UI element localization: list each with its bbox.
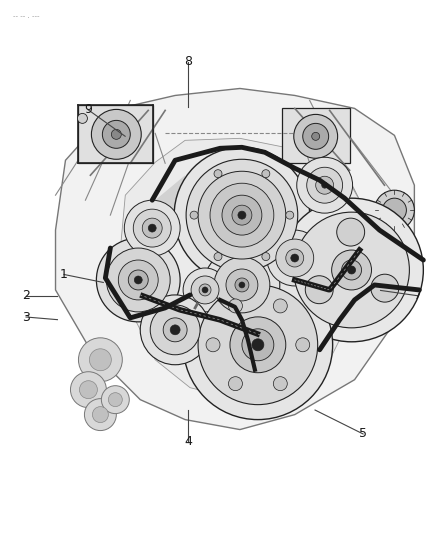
Circle shape [204,247,280,323]
Circle shape [183,270,332,419]
Circle shape [214,169,222,177]
Circle shape [229,377,242,391]
Circle shape [96,238,180,322]
Polygon shape [155,175,185,218]
Circle shape [273,299,287,313]
Circle shape [102,120,130,148]
Circle shape [294,212,410,328]
Circle shape [174,147,310,283]
Circle shape [303,123,328,149]
Circle shape [190,211,198,219]
Circle shape [332,250,371,290]
Circle shape [128,270,148,290]
Circle shape [242,329,274,361]
Circle shape [210,183,274,247]
Circle shape [342,260,361,280]
Text: 4: 4 [184,435,192,448]
Circle shape [230,317,286,373]
Circle shape [186,159,298,271]
Circle shape [79,381,97,399]
Circle shape [202,287,208,293]
Circle shape [163,318,187,342]
Circle shape [238,211,246,219]
Circle shape [316,176,334,194]
Circle shape [89,349,111,371]
Circle shape [296,338,310,352]
Circle shape [337,218,365,246]
Circle shape [232,205,252,225]
Circle shape [239,282,245,288]
Text: 8: 8 [184,55,192,68]
Circle shape [148,224,156,232]
Text: 9: 9 [84,103,92,116]
Circle shape [294,115,338,158]
Circle shape [78,114,88,123]
Circle shape [101,386,129,414]
Polygon shape [300,178,345,225]
Circle shape [305,276,333,304]
Text: 2: 2 [22,289,30,302]
Circle shape [262,253,270,261]
Circle shape [229,299,242,313]
Circle shape [252,339,264,351]
Circle shape [92,407,108,423]
Circle shape [124,200,180,256]
Circle shape [198,171,286,259]
FancyBboxPatch shape [282,108,350,163]
Circle shape [133,209,171,247]
Circle shape [142,218,162,238]
Polygon shape [120,139,370,400]
Circle shape [111,130,121,139]
FancyBboxPatch shape [78,106,153,163]
Circle shape [280,198,424,342]
Circle shape [170,325,180,335]
Circle shape [134,276,142,284]
Circle shape [199,284,211,296]
Circle shape [222,195,262,235]
Circle shape [214,257,270,313]
Circle shape [382,198,406,222]
Circle shape [198,285,318,405]
Circle shape [150,305,200,355]
Text: 3: 3 [22,311,30,324]
Circle shape [321,182,328,188]
Circle shape [307,167,343,203]
Circle shape [262,169,270,177]
Circle shape [267,230,323,286]
Circle shape [276,239,314,277]
Text: 5: 5 [359,427,367,440]
Circle shape [374,190,414,230]
Circle shape [226,269,258,301]
Text: 1: 1 [60,268,68,281]
Circle shape [348,266,356,274]
Circle shape [140,295,210,365]
Circle shape [273,377,287,391]
Circle shape [85,399,117,431]
Circle shape [78,338,122,382]
Circle shape [118,260,158,300]
Circle shape [291,254,299,262]
Circle shape [191,276,219,304]
Circle shape [108,393,122,407]
Text: -- -- . ---: -- -- . --- [13,13,39,19]
Circle shape [286,249,304,267]
Polygon shape [56,88,414,430]
Circle shape [286,211,294,219]
Circle shape [71,372,106,408]
Circle shape [92,109,141,159]
Circle shape [371,274,399,302]
Circle shape [106,248,170,312]
Circle shape [214,253,222,261]
Circle shape [312,132,320,140]
Text: 7: 7 [413,289,422,302]
Circle shape [206,338,220,352]
Circle shape [183,268,227,312]
Circle shape [297,157,353,213]
Circle shape [235,278,249,292]
